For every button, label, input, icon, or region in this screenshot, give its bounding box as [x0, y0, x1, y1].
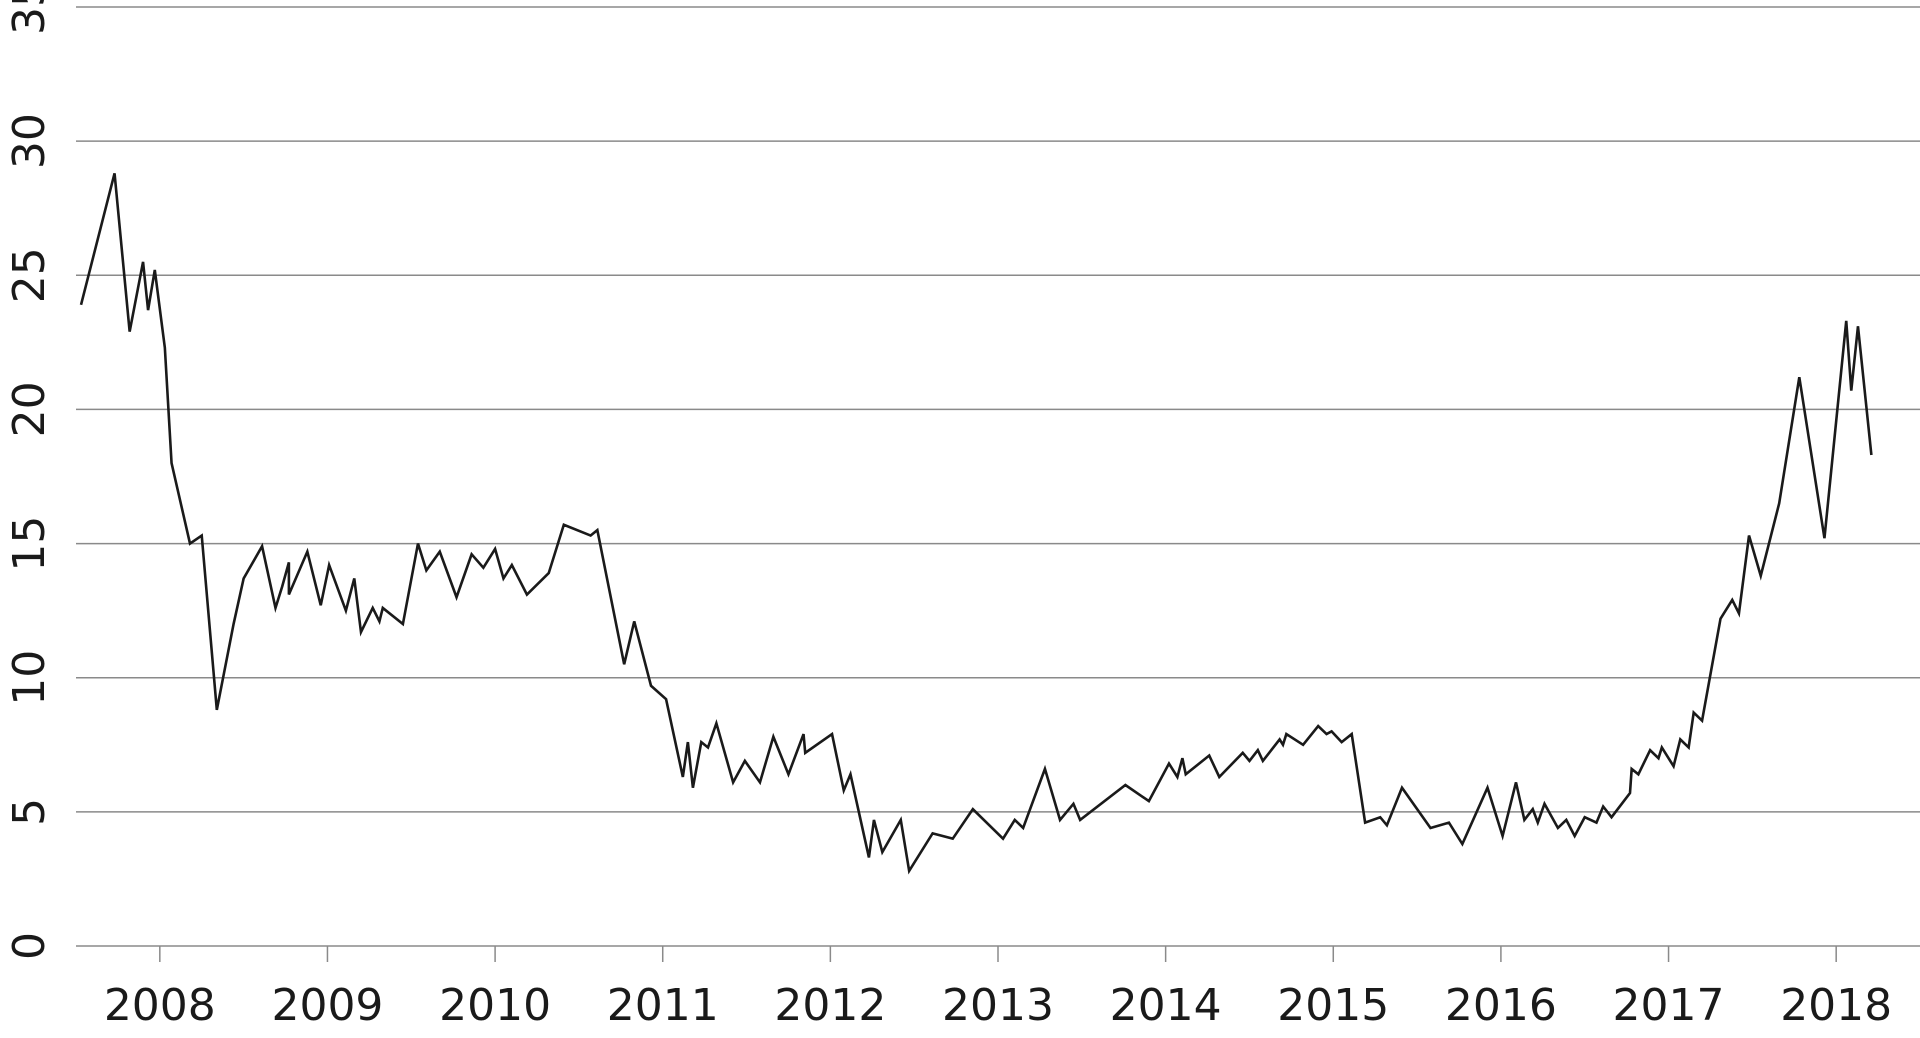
y-tick-label: 20	[4, 381, 55, 437]
x-tick-label: 2015	[1277, 980, 1389, 1031]
y-tick-label: 15	[4, 516, 55, 572]
x-tick-label: 2009	[271, 980, 383, 1031]
x-tick-label: 2017	[1613, 980, 1725, 1031]
x-tick-label: 2011	[607, 980, 719, 1031]
y-tick-label: 30	[4, 113, 55, 169]
y-tick-label: 10	[4, 650, 55, 706]
x-tick-label: 2014	[1110, 980, 1222, 1031]
y-tick-label: 35	[4, 0, 55, 35]
x-tick-label: 2008	[104, 980, 216, 1031]
x-tick-label: 2016	[1445, 980, 1557, 1031]
y-tick-label: 25	[4, 247, 55, 303]
x-tick-label: 2018	[1780, 980, 1892, 1031]
line-series	[79, 173, 1873, 875]
x-tick-label: 2013	[942, 980, 1054, 1031]
x-tick-label: 2012	[774, 980, 886, 1031]
x-tick-label: 2010	[439, 980, 551, 1031]
y-tick-label: 5	[4, 798, 55, 826]
y-tick-label: 0	[4, 932, 55, 960]
